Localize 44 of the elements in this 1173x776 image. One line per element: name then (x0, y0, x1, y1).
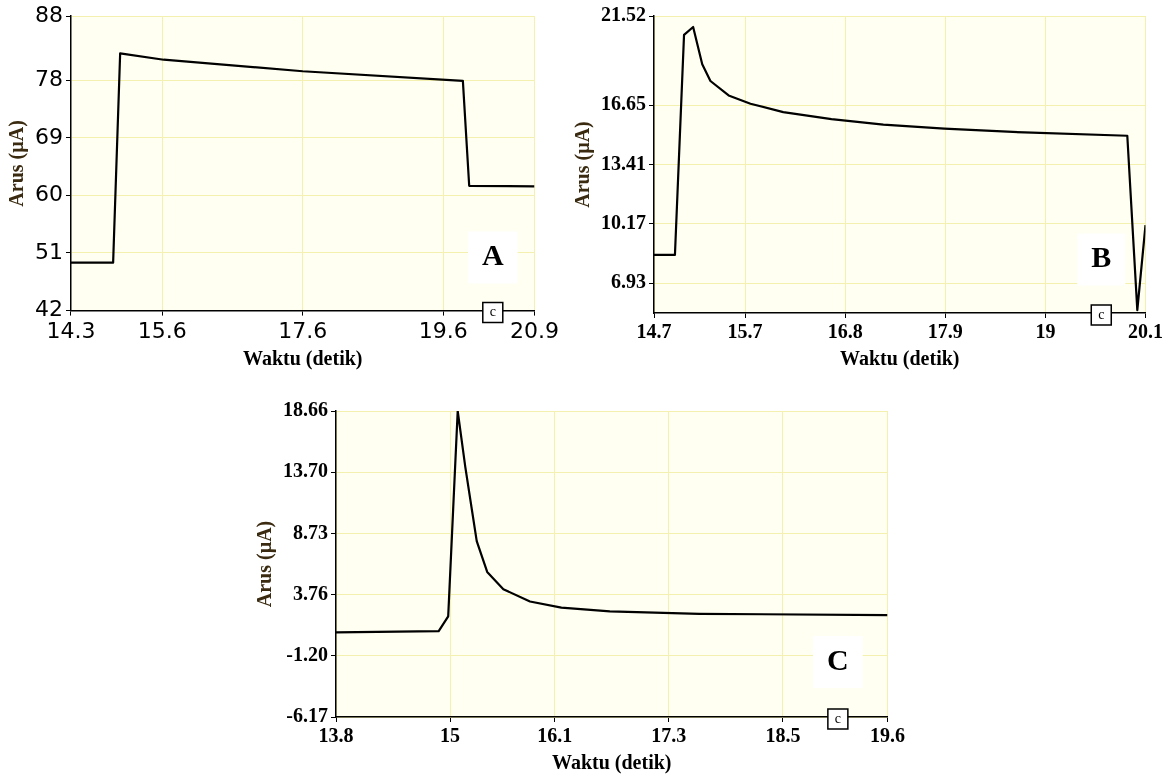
y-tick-label: 6.93 (611, 270, 646, 293)
y-tick-label: 78 (34, 65, 63, 91)
annotation: A (481, 238, 504, 272)
x-tick-label: 16.8 (827, 320, 863, 343)
x-tick-label: 19 (1035, 320, 1056, 343)
x-tick-label: 17.6 (278, 317, 328, 343)
y-tick-label: 10.17 (601, 211, 646, 233)
x-tick-label: 17.3 (651, 724, 687, 747)
y-tick-label: 3.76 (293, 581, 328, 604)
annotation: B (1091, 240, 1112, 274)
y-tick-label: 21.52 (601, 3, 646, 26)
annotation: c (834, 710, 841, 726)
x-tick-label: 20.1 (1128, 320, 1163, 343)
y-tick-label: 69 (34, 123, 63, 149)
y-axis-title: Arus (µA) (253, 520, 277, 608)
y-tick-label: 8.73 (293, 520, 328, 543)
x-tick-label: 18.5 (765, 724, 801, 747)
y-tick-label: -1.20 (286, 642, 328, 665)
y-tick-label: 51 (34, 238, 63, 264)
x-tick-label: 15.6 (137, 317, 187, 343)
y-tick-label: 18.66 (283, 398, 328, 421)
y-axis-title: Arus (µA) (5, 120, 29, 207)
x-tick-label: 20.9 (510, 317, 559, 343)
x-axis-title: Waktu (detik) (552, 751, 672, 775)
x-tick-label: 17.9 (927, 320, 963, 343)
x-tick-label: 15 (440, 724, 461, 747)
annotation: C (827, 642, 849, 676)
x-tick-label: 13.8 (318, 724, 354, 747)
y-tick-label: 16.65 (601, 92, 646, 115)
annotation: c (489, 304, 496, 320)
y-axis-title: Arus (µA) (571, 121, 595, 208)
y-tick-label: 13.70 (283, 459, 328, 482)
y-tick-label: -6.17 (286, 704, 328, 727)
annotation: c (1098, 306, 1105, 322)
y-tick-label: 13.41 (601, 151, 646, 174)
x-tick-label: 14.7 (636, 320, 672, 343)
y-tick-label: 88 (34, 1, 63, 27)
x-tick-label: 16.1 (537, 724, 573, 747)
y-tick-label: 60 (34, 181, 63, 207)
x-tick-label: 19.6 (418, 317, 468, 343)
x-axis-title: Waktu (detik) (840, 347, 960, 371)
x-tick-label: 19.6 (870, 724, 905, 747)
x-axis-title: Waktu (detik) (243, 347, 363, 371)
x-tick-label: 15.7 (727, 320, 763, 343)
